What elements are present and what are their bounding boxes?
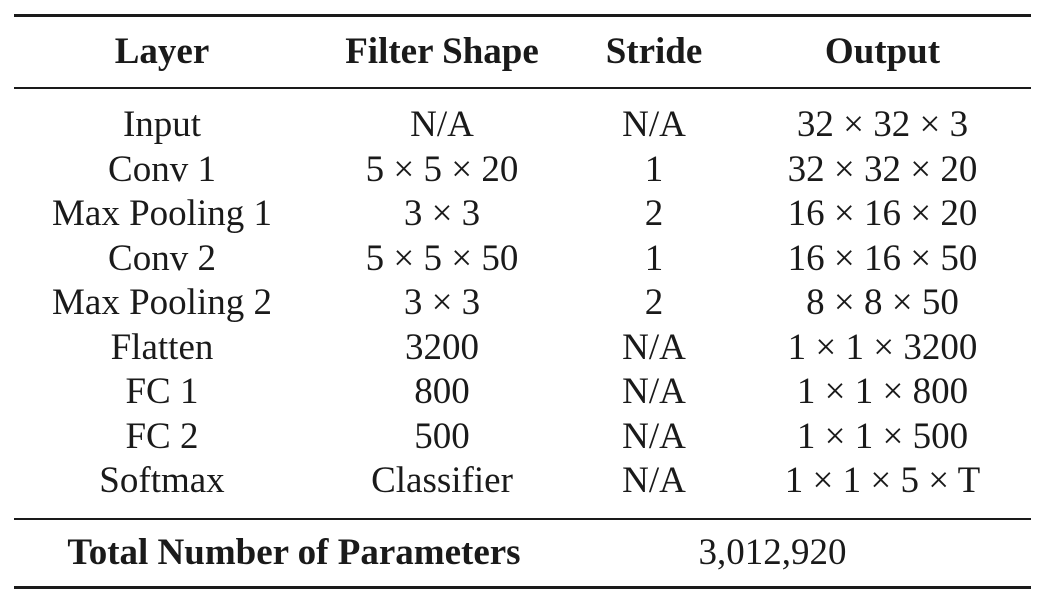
cell-filter-shape: Classifier xyxy=(371,460,513,501)
cell-output: 1 × 1 × 5 × T xyxy=(784,460,981,501)
total-parameters-value: 3,012,920 xyxy=(698,532,847,573)
table-row: Flatten 3200 N/A 1 × 1 × 3200 xyxy=(14,326,1031,371)
cell-layer: FC 1 xyxy=(125,371,199,412)
cell-output: 16 × 16 × 20 xyxy=(787,193,978,234)
table-row: Max Pooling 1 3 × 3 2 16 × 16 × 20 xyxy=(14,192,1031,237)
cell-filter-shape: 5 × 5 × 50 xyxy=(365,237,519,279)
table-footer-row: Total Number of Parameters 3,012,920 xyxy=(14,520,1031,586)
cell-layer: Input xyxy=(122,104,202,145)
header-rule xyxy=(14,87,1031,89)
table-row: FC 2 500 N/A 1 × 1 × 500 xyxy=(14,415,1031,460)
cell-output: 1 × 1 × 3200 xyxy=(787,326,978,368)
cell-output: 32 × 32 × 3 xyxy=(796,104,969,145)
table-row: FC 1 800 N/A 1 × 1 × 800 xyxy=(14,370,1031,415)
cell-stride: N/A xyxy=(622,326,686,368)
cell-output: 32 × 32 × 20 xyxy=(787,148,978,190)
cell-layer: Flatten xyxy=(110,326,214,368)
cell-stride: 2 xyxy=(644,282,664,323)
table-row: Conv 1 5 × 5 × 20 1 32 × 32 × 20 xyxy=(14,148,1031,193)
header-layer: Layer xyxy=(114,31,210,72)
table-row: Input N/A N/A 32 × 32 × 3 xyxy=(14,103,1031,148)
cell-stride: 1 xyxy=(644,148,664,190)
cell-layer: Conv 2 xyxy=(108,237,216,279)
table-body: Input N/A N/A 32 × 32 × 3 Conv 1 5 × 5 ×… xyxy=(14,89,1031,518)
cell-stride: N/A xyxy=(622,460,686,501)
cell-output: 16 × 16 × 50 xyxy=(787,237,978,279)
header-output: Output xyxy=(824,31,941,72)
cell-filter-shape: 5 × 5 × 20 xyxy=(365,148,519,190)
cell-layer: FC 2 xyxy=(125,415,199,457)
bottom-rule xyxy=(14,585,1031,589)
footer-rule xyxy=(14,517,1031,520)
cell-output: 1 × 1 × 800 xyxy=(796,371,969,412)
cell-filter-shape: 800 xyxy=(414,371,470,412)
cell-layer: Max Pooling 2 xyxy=(52,282,272,323)
cell-stride: N/A xyxy=(622,104,686,145)
cell-stride: 2 xyxy=(644,193,664,234)
cell-stride: N/A xyxy=(622,415,686,457)
cell-stride: 1 xyxy=(644,237,664,279)
top-rule xyxy=(14,14,1031,17)
cell-output: 1 × 1 × 500 xyxy=(796,415,969,457)
header-filter-shape: Filter Shape xyxy=(345,31,539,72)
table-row: Conv 2 5 × 5 × 50 1 16 × 16 × 50 xyxy=(14,237,1031,282)
cell-filter-shape: 3 × 3 xyxy=(403,282,481,323)
cell-output: 8 × 8 × 50 xyxy=(806,282,959,323)
total-parameters-label: Total Number of Parameters xyxy=(67,532,521,573)
cell-filter-shape: 500 xyxy=(414,415,470,457)
table-row: Softmax Classifier N/A 1 × 1 × 5 × T xyxy=(14,459,1031,504)
cell-layer: Softmax xyxy=(99,460,225,501)
cell-filter-shape: 3 × 3 xyxy=(403,193,481,234)
table-row: Max Pooling 2 3 × 3 2 8 × 8 × 50 xyxy=(14,281,1031,326)
table-header-row: Layer Filter Shape Stride Output xyxy=(14,17,1031,87)
cell-layer: Max Pooling 1 xyxy=(52,193,272,234)
cnn-architecture-table: Layer Filter Shape Stride Output Input N… xyxy=(14,14,1031,589)
cell-layer: Conv 1 xyxy=(108,148,216,190)
cell-filter-shape: N/A xyxy=(410,104,474,145)
header-stride: Stride xyxy=(605,31,703,72)
cell-stride: N/A xyxy=(622,371,686,412)
cell-filter-shape: 3200 xyxy=(405,326,479,368)
